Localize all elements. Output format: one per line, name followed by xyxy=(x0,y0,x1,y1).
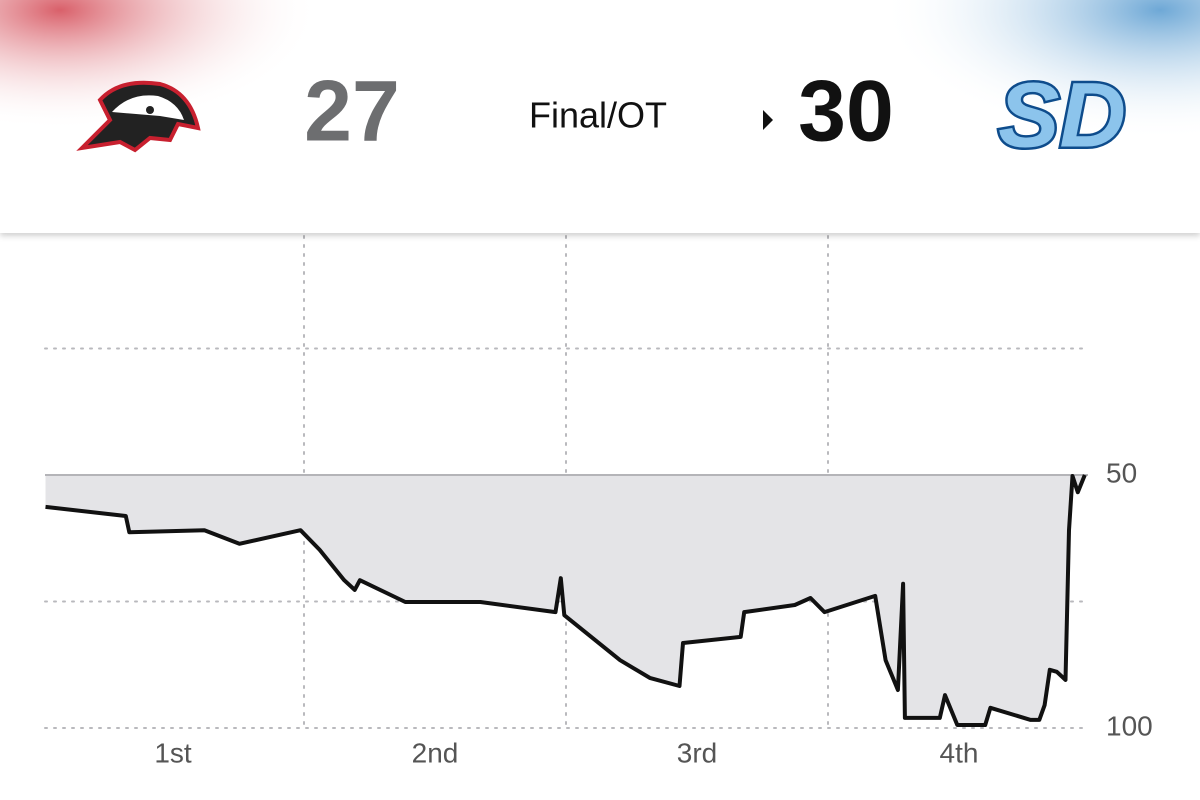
area xyxy=(45,475,1085,725)
line xyxy=(45,474,1087,727)
away-score: 30 xyxy=(798,64,894,160)
header-blue-glow xyxy=(0,0,1200,233)
home-score: 27 xyxy=(304,64,400,160)
win-probability-chart: 100501001st2nd3rd4th xyxy=(44,204,1153,768)
y-tick-label: 50 xyxy=(1106,457,1137,488)
y-tick-label: 100 xyxy=(1106,710,1153,741)
score-header: 27 Final/OT 30 SD xyxy=(0,0,1200,233)
game-status: Final/OT xyxy=(529,95,667,136)
home-logo xyxy=(76,80,201,153)
x-tick-label: 3rd xyxy=(677,737,717,768)
away-logo: SD xyxy=(998,64,1126,166)
x-tick-label: 1st xyxy=(154,737,192,768)
x-tick-label: 2nd xyxy=(412,737,459,768)
winner-arrow xyxy=(763,110,773,130)
x-tick-label: 4th xyxy=(940,737,979,768)
